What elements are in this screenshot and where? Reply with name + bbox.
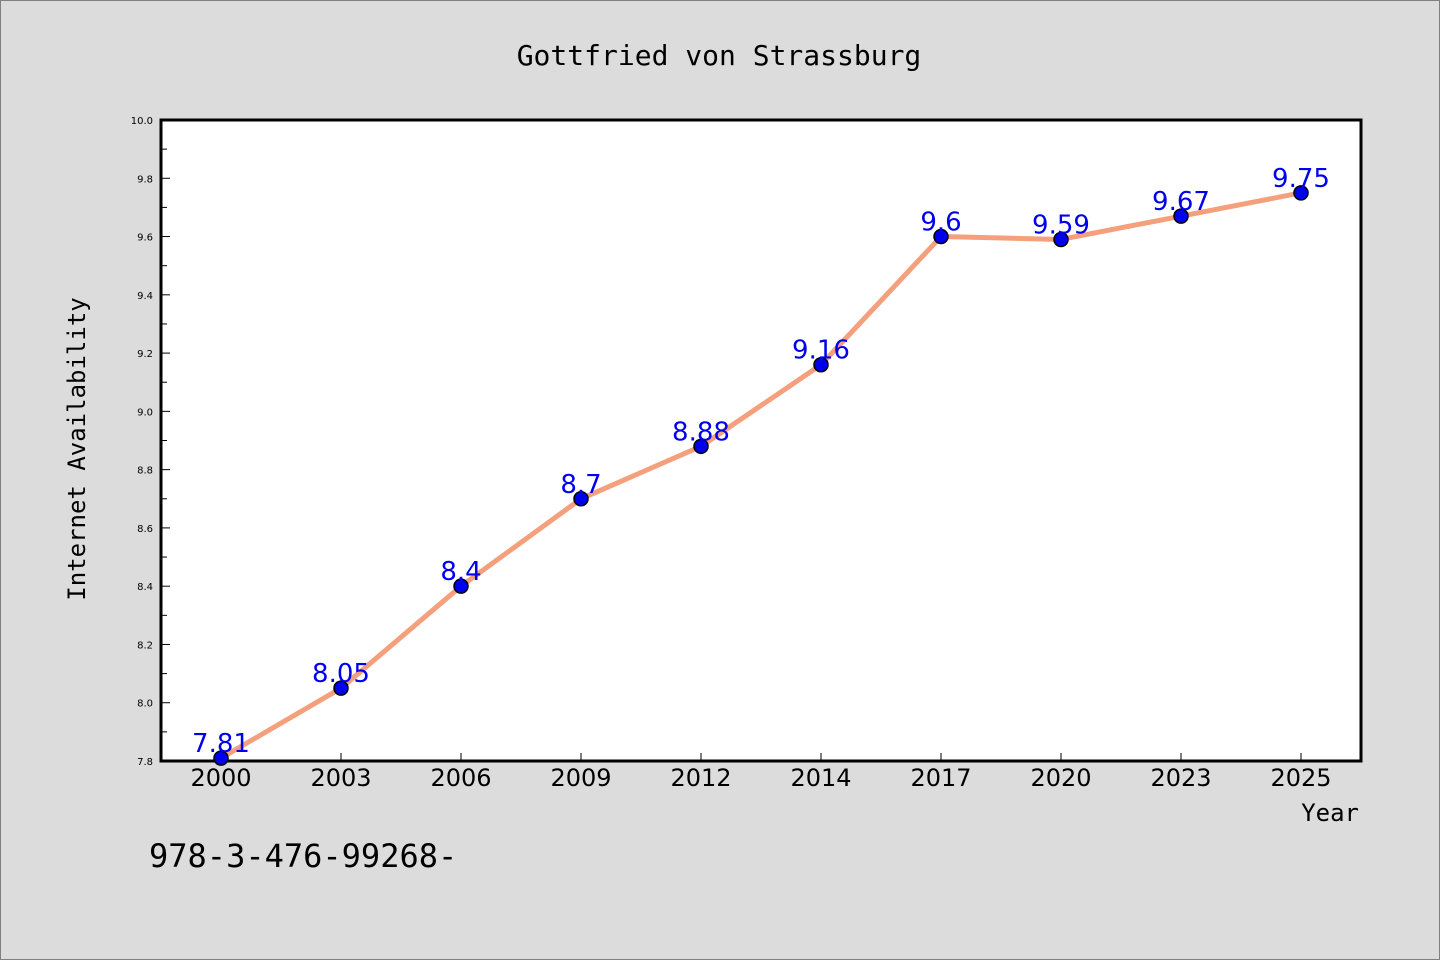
data-point — [1053, 231, 1069, 248]
series-line — [218, 190, 1304, 761]
x-tick-label: 2023 — [1150, 764, 1211, 792]
x-tick-label: 2025 — [1270, 764, 1331, 792]
data-label: 9.67 — [1152, 187, 1210, 217]
y-tick-label: 9.6 — [137, 233, 153, 244]
y-tick-label: 9.2 — [137, 349, 153, 360]
data-label: 9.75 — [1272, 164, 1330, 194]
data-point — [1293, 185, 1309, 201]
data-label: 8.88 — [672, 417, 730, 447]
data-point — [693, 438, 709, 455]
x-tick-label: 2020 — [1030, 764, 1091, 792]
y-tick-label: 7.8 — [137, 757, 153, 768]
data-point — [453, 578, 469, 594]
data-point — [333, 680, 349, 696]
x-tick-label: 2014 — [790, 764, 851, 792]
y-tick-label: 8.2 — [137, 640, 153, 651]
y-tick-label: 9.4 — [137, 291, 153, 302]
series-layer — [213, 185, 1309, 766]
x-tick-label: 2000 — [190, 764, 251, 792]
data-point — [573, 491, 589, 507]
x-axis-label: Year — [1301, 799, 1359, 827]
y-tick-label: 9.0 — [137, 407, 153, 418]
x-axis: 2000 2003 2006 2009 2012 2014 2017 2020 2023 2025 — [190, 753, 1332, 792]
x-tick-label: 2012 — [670, 764, 731, 792]
data-label: 8.05 — [312, 659, 370, 689]
data-point — [933, 228, 949, 245]
y-tick-label: 10.0 — [131, 116, 153, 127]
x-tick-label: 2009 — [550, 764, 611, 792]
data-label: 8.7 — [560, 470, 601, 500]
data-label-layer: 7.81 8.05 8.4 8.7 8.88 9.16 9.6 9.59 9.67 9.75 — [192, 164, 1330, 759]
data-point — [1173, 208, 1189, 224]
y-axis-label: Internet Availability — [63, 297, 91, 600]
data-label: 7.81 — [192, 729, 250, 759]
y-tick-label: 8.4 — [137, 582, 153, 593]
x-tick-label: 2006 — [430, 764, 491, 792]
x-tick-label: 2003 — [310, 764, 371, 792]
chart-title: Gottfried von Strassburg — [517, 39, 922, 72]
footnote-text: 978-3-476-99268- — [149, 837, 457, 875]
y-tick-label: 9.8 — [137, 174, 153, 185]
data-label: 9.16 — [792, 336, 850, 366]
plot-area — [159, 118, 1363, 763]
y-tick-label: 8.8 — [137, 466, 153, 477]
y-axis: 7.8 8.0 8.2 8.4 8.6 8.8 9.0 9.2 9.4 9.6 9.8 10.0 — [131, 116, 170, 768]
x-tick-label: 2017 — [910, 764, 971, 792]
y-tick-label: 8.6 — [137, 524, 153, 535]
data-label: 9.6 — [920, 208, 961, 238]
data-point — [213, 750, 229, 766]
data-point — [813, 356, 829, 373]
data-label: 8.4 — [440, 557, 481, 587]
data-label: 9.59 — [1032, 210, 1090, 240]
y-tick-label: 8.0 — [137, 699, 153, 710]
